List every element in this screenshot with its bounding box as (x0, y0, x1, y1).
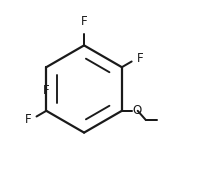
Text: F: F (136, 52, 143, 65)
Text: F: F (43, 84, 50, 97)
Text: F: F (81, 15, 87, 28)
Text: F: F (25, 113, 32, 126)
Text: O: O (133, 104, 142, 117)
